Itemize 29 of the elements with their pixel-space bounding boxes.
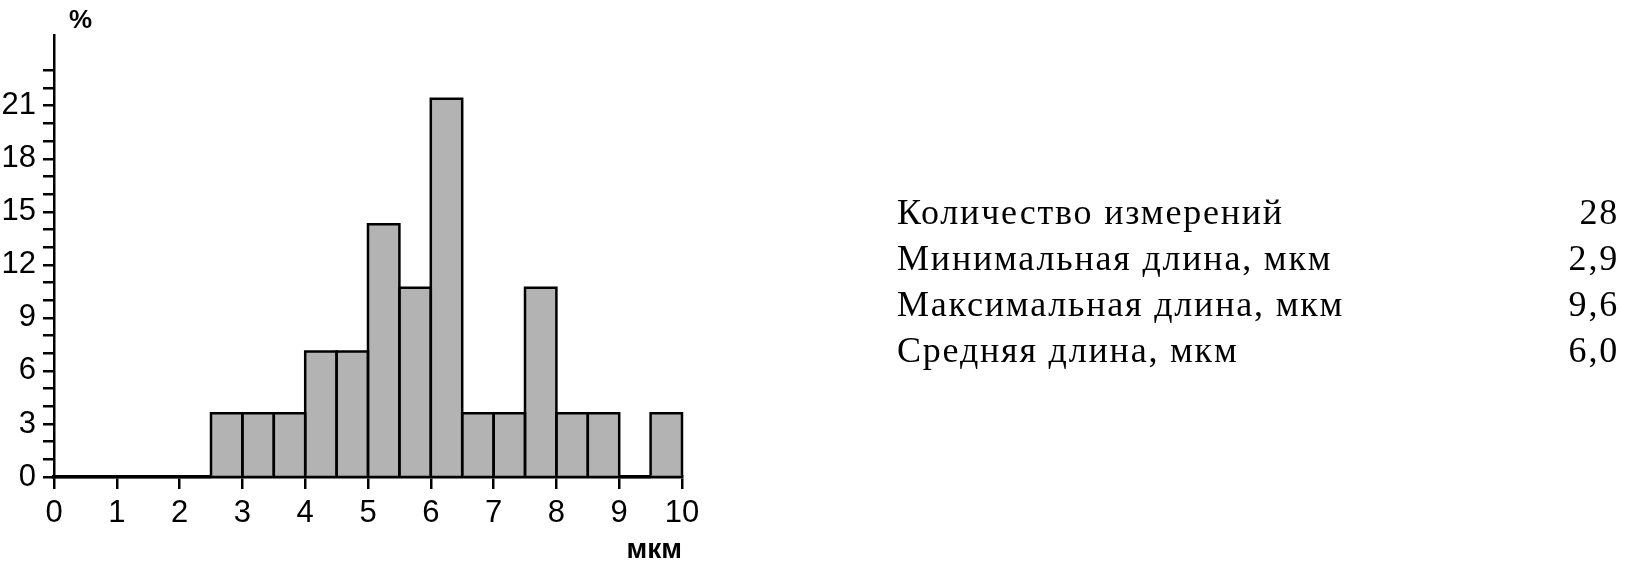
x-tick-label: 8 (547, 494, 566, 530)
text: Количество измерений (897, 191, 1285, 234)
x-tick-label: 6 (422, 494, 440, 530)
y-tick-label: 9 (18, 298, 36, 334)
x-tick-label: 5 (359, 494, 377, 530)
y-tick-label: 6 (18, 351, 36, 387)
y-tick-label: 0 (18, 457, 36, 493)
text: 2,9 (1568, 237, 1619, 280)
x-tick-label: 2 (170, 494, 189, 530)
y-tick-label: 18 (1, 139, 36, 175)
x-tick-label: 0 (45, 494, 63, 530)
y-tick-label: 21 (1, 86, 36, 122)
x-tick-label: 9 (610, 494, 628, 530)
y-tick-label: 15 (1, 192, 36, 228)
text: Средняя длина, мкм (897, 329, 1240, 372)
y-tick-label: 12 (1, 245, 36, 281)
text: 6,0 (1568, 329, 1619, 372)
x-tick-label: 1 (108, 494, 126, 530)
x-tick-label: 3 (233, 494, 252, 530)
text: 9,6 (1568, 283, 1619, 326)
x-tick-label: 4 (296, 494, 314, 530)
y-tick-label: 3 (18, 404, 36, 440)
text: Максимальная длина, мкм (897, 283, 1346, 326)
text: 28 (1578, 191, 1619, 234)
x-tick-label: 7 (484, 494, 503, 530)
text: Минимальная длина, мкм (897, 237, 1334, 280)
x-tick-label: 10 (664, 494, 700, 530)
x-axis-title: мкм (626, 532, 682, 564)
y-axis-title: % (69, 4, 93, 35)
